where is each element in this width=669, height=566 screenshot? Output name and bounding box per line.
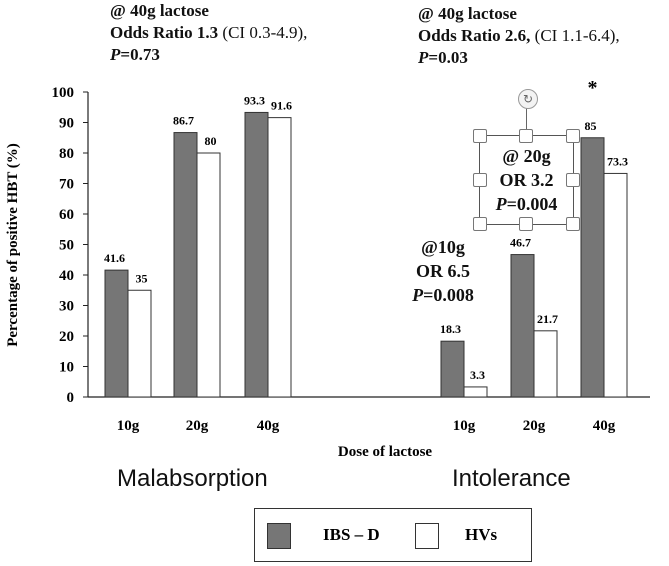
resize-handle[interactable]	[519, 129, 533, 143]
data-label: 46.7	[510, 236, 531, 250]
y-tick-label: 70	[59, 177, 74, 193]
rotate-handle-icon[interactable]: ↻	[518, 89, 538, 109]
bar-hvs	[463, 386, 488, 398]
odds-ratio: OR 3.2	[499, 170, 554, 190]
resize-handle[interactable]	[473, 129, 487, 143]
selected-textbox[interactable]: @ 20g OR 3.2 P=0.004	[479, 135, 574, 225]
resize-handle[interactable]	[566, 129, 580, 143]
group-label-malabsorption: Malabsorption	[117, 465, 268, 492]
resize-handle[interactable]	[519, 217, 533, 231]
y-tick-label: 30	[59, 299, 74, 315]
x-tick-label: 20g	[186, 418, 209, 434]
legend: IBS – D HVs	[254, 508, 532, 562]
annotation-line: @ 20g	[502, 146, 551, 166]
bar-ibs-d	[510, 254, 535, 398]
y-axis-label: Percentage of positive HBT (%)	[5, 143, 21, 347]
p-value: =0.004	[506, 194, 558, 214]
data-label: 41.6	[104, 251, 125, 265]
confidence-interval: (CI 0.3-4.9),	[218, 23, 308, 42]
bar-ibs-d	[104, 269, 129, 398]
malabsorption-annotation: @ 40g lactose Odds Ratio 1.3 (CI 0.3-4.9…	[110, 0, 307, 66]
bar-ibs-d	[244, 111, 269, 398]
intolerance-20g-annotation: @ 20g OR 3.2 P=0.004	[480, 144, 573, 216]
x-tick-label: 40g	[257, 418, 280, 434]
p-symbol: P	[418, 48, 429, 67]
y-tick-label: 50	[59, 238, 74, 254]
annotation-line: @ 40g lactose	[110, 1, 209, 20]
bar-hvs	[533, 330, 558, 398]
data-label: 80	[205, 134, 217, 148]
legend-label-ibs-d: IBS – D	[323, 525, 380, 544]
annotation-line: @10g	[421, 237, 465, 257]
intolerance-annotation: @ 40g lactose Odds Ratio 2.6, (CI 1.1-6.…	[418, 3, 620, 69]
y-tick-label: 90	[59, 116, 74, 132]
data-label: 3.3	[470, 368, 485, 382]
y-tick-label: 10	[59, 360, 74, 376]
resize-handle[interactable]	[566, 217, 580, 231]
bar-hvs	[196, 152, 221, 398]
annotation-line: @ 40g lactose	[418, 4, 517, 23]
x-tick-label: 20g	[523, 418, 546, 434]
legend-swatch-ibs-d	[267, 523, 291, 549]
resize-handle[interactable]	[473, 217, 487, 231]
group-label-intolerance: Intolerance	[452, 465, 571, 492]
resize-handle[interactable]	[473, 173, 487, 187]
data-label: 18.3	[440, 322, 461, 336]
odds-ratio: OR 6.5	[416, 261, 470, 281]
odds-ratio: Odds Ratio 1.3	[110, 23, 219, 42]
x-tick-label: 10g	[453, 418, 476, 434]
data-label: 35	[136, 271, 148, 285]
y-tick-label: 40	[59, 268, 74, 284]
bar-hvs	[267, 117, 292, 398]
x-axis-label: Dose of lactose	[338, 444, 432, 460]
y-tick-label: 80	[59, 146, 74, 162]
p-value: =0.73	[120, 45, 160, 64]
p-symbol: P	[495, 194, 507, 214]
y-tick-label: 20	[59, 329, 74, 345]
intolerance-10g-annotation: @10g OR 6.5 P=0.008	[404, 235, 482, 307]
odds-ratio: Odds Ratio 2.6,	[418, 26, 531, 45]
bar-ibs-d	[580, 137, 605, 398]
bar-hvs	[127, 289, 152, 398]
y-tick-label: 60	[59, 207, 74, 223]
y-tick-label: 100	[52, 85, 75, 101]
p-value: =0.008	[423, 285, 474, 305]
data-label: 93.3	[244, 93, 265, 107]
p-value: =0.03	[428, 48, 468, 67]
bar-hvs	[603, 172, 628, 398]
bar-ibs-d	[173, 132, 198, 398]
bar-ibs-d	[440, 340, 465, 398]
significance-marker: *	[588, 77, 598, 99]
data-label: 85	[585, 119, 597, 133]
data-label: 73.3	[607, 154, 628, 168]
resize-handle[interactable]	[566, 173, 580, 187]
y-tick-label: 0	[67, 390, 75, 406]
legend-swatch-hvs	[415, 523, 439, 549]
data-label: 91.6	[271, 99, 292, 113]
data-label: 21.7	[537, 312, 558, 326]
rotate-handle-stem	[526, 108, 527, 136]
legend-label-hvs: HVs	[465, 525, 498, 544]
p-symbol: P	[412, 285, 424, 305]
confidence-interval: (CI 1.1-6.4),	[530, 26, 620, 45]
x-tick-label: 40g	[593, 418, 616, 434]
p-symbol: P	[110, 45, 121, 64]
data-label: 86.7	[173, 114, 194, 128]
x-tick-label: 10g	[117, 418, 140, 434]
